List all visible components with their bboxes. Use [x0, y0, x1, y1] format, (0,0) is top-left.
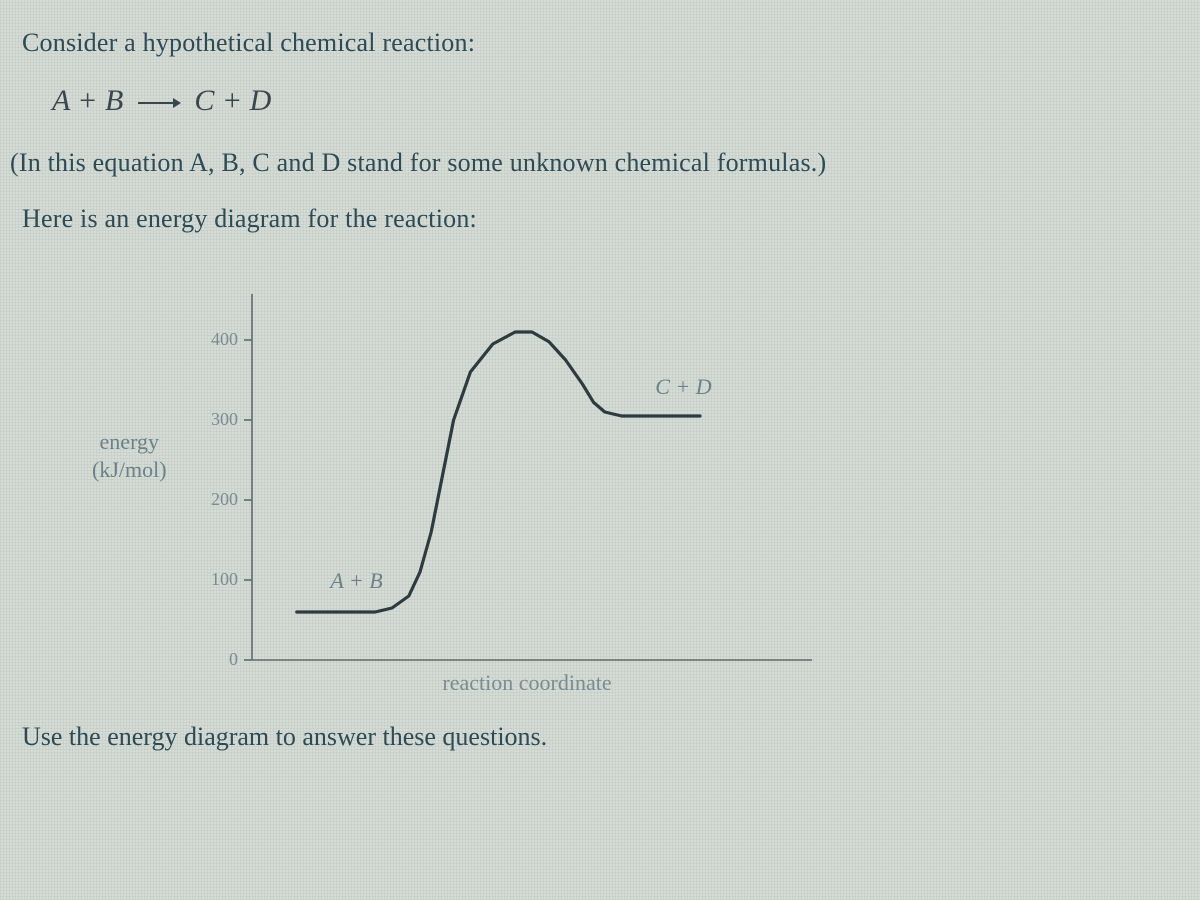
- chart-svg: [102, 260, 862, 690]
- intro-text: Consider a hypothetical chemical reactio…: [22, 28, 1178, 58]
- equation-rhs: C + D: [194, 84, 271, 117]
- diagram-intro: Here is an energy diagram for the reacti…: [22, 204, 1178, 234]
- ytick-label: 300: [190, 409, 238, 430]
- reactant-label: A + B: [330, 568, 382, 594]
- ytick-label: 400: [190, 329, 238, 350]
- ylabel-line2: (kJ/mol): [92, 457, 167, 482]
- ylabel-line1: energy: [100, 429, 159, 454]
- y-axis-label: energy (kJ/mol): [92, 428, 167, 483]
- x-axis-label: reaction coordinate: [442, 670, 611, 696]
- arrow-icon: [137, 96, 181, 110]
- product-label: C + D: [655, 374, 711, 400]
- energy-diagram: energy (kJ/mol) 0100200300400 A + B C + …: [102, 260, 862, 690]
- ytick-label: 0: [190, 649, 238, 670]
- ytick-label: 200: [190, 489, 238, 510]
- ytick-label: 100: [190, 569, 238, 590]
- paren-note: (In this equation A, B, C and D stand fo…: [10, 148, 1178, 178]
- reaction-equation: A + B C + D: [52, 84, 1178, 118]
- footer-text: Use the energy diagram to answer these q…: [22, 722, 1178, 752]
- equation-lhs: A + B: [52, 84, 123, 117]
